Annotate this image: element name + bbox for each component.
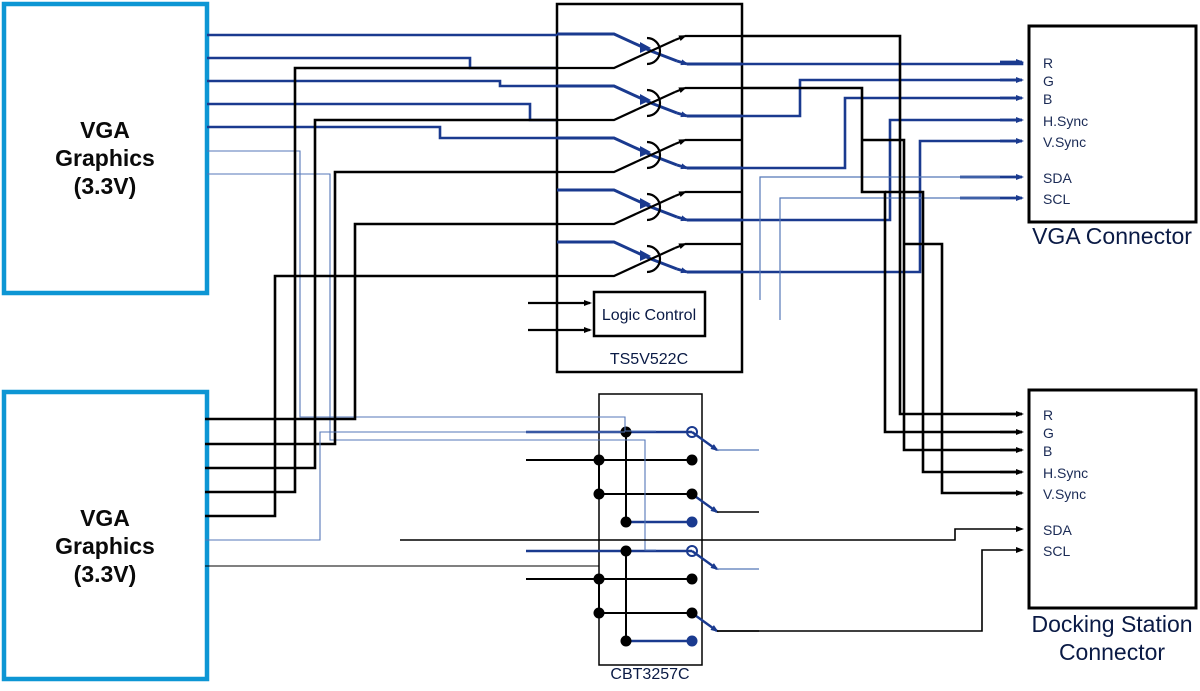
svg-text:VGA Connector: VGA Connector: [1032, 223, 1192, 249]
svg-text:R: R: [1043, 407, 1053, 423]
svg-text:Docking Station: Docking Station: [1031, 611, 1192, 637]
svg-text:Graphics: Graphics: [55, 145, 155, 171]
svg-text:(3.3V): (3.3V): [74, 173, 137, 199]
svg-text:Graphics: Graphics: [55, 533, 155, 559]
svg-text:R: R: [1043, 55, 1053, 71]
svg-text:TS5V522C: TS5V522C: [610, 351, 688, 368]
svg-text:SCL: SCL: [1043, 191, 1070, 207]
svg-text:VGA: VGA: [80, 117, 130, 143]
svg-text:SDA: SDA: [1043, 522, 1072, 538]
svg-text:H.Sync: H.Sync: [1043, 113, 1088, 129]
svg-text:G: G: [1043, 425, 1054, 441]
svg-text:CBT3257C: CBT3257C: [610, 666, 689, 683]
svg-text:G: G: [1043, 73, 1054, 89]
svg-text:B: B: [1043, 91, 1052, 107]
svg-text:(3.3V): (3.3V): [74, 561, 137, 587]
svg-text:SCL: SCL: [1043, 543, 1070, 559]
svg-text:B: B: [1043, 443, 1052, 459]
svg-text:Connector: Connector: [1059, 639, 1165, 665]
svg-text:V.Sync: V.Sync: [1043, 134, 1086, 150]
svg-text:VGA: VGA: [80, 505, 130, 531]
svg-text:SDA: SDA: [1043, 170, 1072, 186]
svg-text:H.Sync: H.Sync: [1043, 465, 1088, 481]
svg-text:V.Sync: V.Sync: [1043, 486, 1086, 502]
svg-text:Logic Control: Logic Control: [602, 307, 696, 324]
